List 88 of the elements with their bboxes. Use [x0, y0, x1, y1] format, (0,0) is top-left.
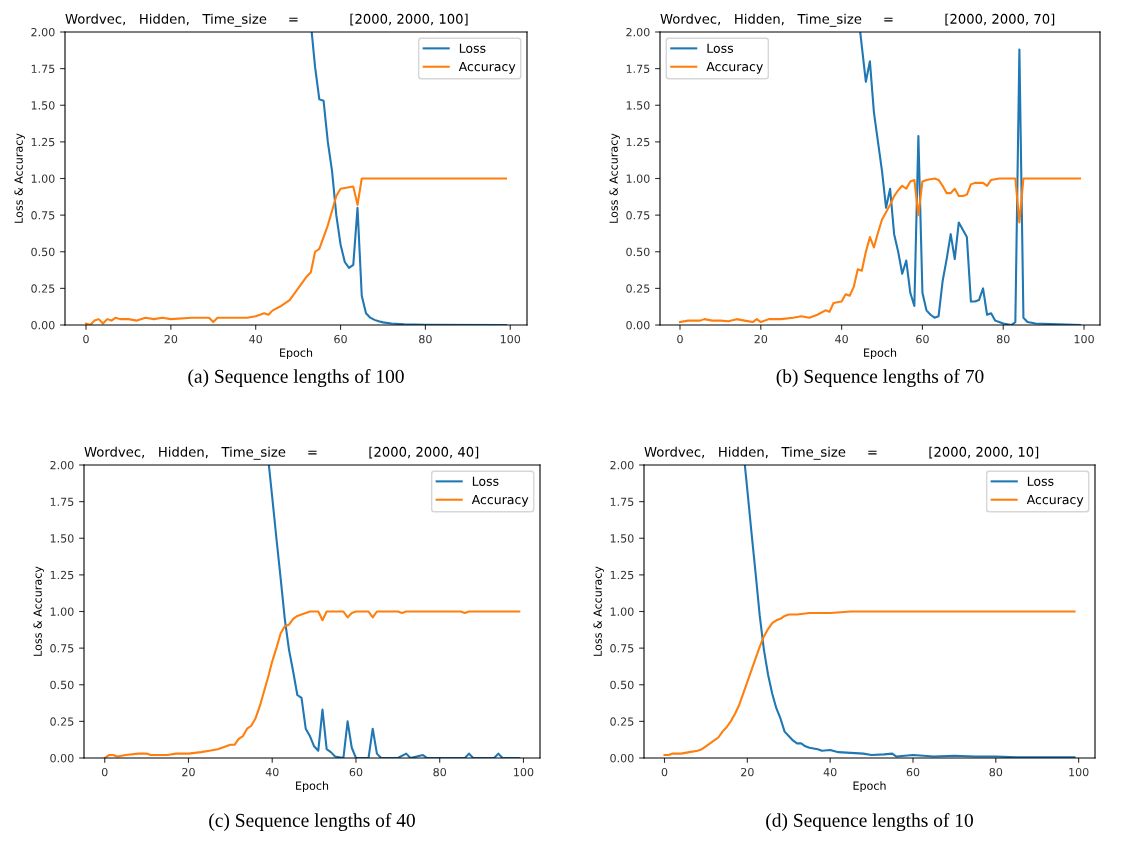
x-tick-label: 20 — [164, 334, 178, 344]
y-tick-label: 1.00 — [50, 607, 74, 616]
legend-label: Loss — [459, 43, 486, 53]
y-tick-label: 1.50 — [626, 101, 650, 110]
legend-label: Loss — [707, 43, 734, 53]
line-series — [663, 610, 1076, 757]
y-tick-label: 0.50 — [31, 247, 55, 257]
x-tick-label: 60 — [349, 767, 363, 777]
y-tick-label: 1.00 — [626, 174, 650, 183]
y-tick-label: 2.00 — [50, 460, 74, 470]
y-tick-label: 1.00 — [610, 607, 634, 616]
y-tick-label: 2.00 — [31, 27, 55, 37]
legend-label: Accuracy — [1026, 494, 1084, 507]
x-tick-label: 20 — [741, 767, 754, 777]
y-tick-label: 0.00 — [50, 753, 74, 763]
x-tick-label: 60 — [906, 767, 920, 777]
x-tick-label: 60 — [334, 334, 347, 344]
x-tick-label: 100 — [1074, 334, 1094, 344]
x-tick-label: 40 — [265, 767, 279, 777]
x-tick-label: 80 — [419, 334, 432, 344]
y-tick-label: 1.75 — [626, 64, 650, 73]
legend-label: Loss — [1027, 476, 1054, 486]
y-tick-label: 0.50 — [50, 680, 74, 690]
legend-label: Accuracy — [471, 494, 529, 507]
x-tick-label: 40 — [823, 767, 837, 777]
y-axis-title: Loss & Accuracy — [14, 133, 25, 223]
y-tick-label: 1.75 — [50, 497, 74, 506]
line-series — [103, 610, 521, 758]
y-tick-label: 0.75 — [610, 644, 634, 653]
y-tick-label: 0.25 — [31, 284, 55, 293]
y-tick-label: 1.50 — [610, 534, 634, 543]
y-tick-label: 0.00 — [31, 320, 55, 330]
y-tick-label: 1.25 — [50, 570, 74, 580]
y-tick-label: 0.00 — [610, 753, 634, 763]
text: (d) Sequence lengths of 10 — [766, 813, 973, 831]
text: (b) Sequence lengths of 70 — [776, 369, 984, 387]
x-tick-label: 100 — [514, 767, 534, 777]
legend-label: Accuracy — [458, 61, 516, 74]
x-axis-title: Epoch — [296, 781, 329, 793]
chart-title: Wordvec, Hidden, Time_size = [2000, 2000, 40] — [84, 446, 479, 460]
y-tick-label: 0.50 — [626, 247, 650, 257]
x-tick-label: 0 — [101, 767, 108, 777]
y-tick-label: 0.75 — [50, 644, 74, 653]
line-series — [84, 177, 508, 325]
x-tick-label: 80 — [989, 767, 1003, 777]
y-tick-label: 0.00 — [626, 320, 650, 330]
x-tick-label: 0 — [83, 334, 89, 344]
x-tick-label: 20 — [754, 334, 768, 344]
x-tick-label: 100 — [500, 334, 521, 344]
x-tick-label: 60 — [916, 334, 929, 344]
y-tick-label: 0.25 — [50, 717, 74, 726]
y-tick-label: 0.25 — [626, 284, 650, 293]
y-tick-label: 1.50 — [31, 101, 55, 110]
y-tick-label: 1.75 — [31, 64, 55, 73]
chart-title: Wordvec, Hidden, Time_size = [2000, 2000, 10] — [644, 446, 1039, 460]
x-tick-label: 80 — [433, 767, 447, 777]
y-tick-label: 0.50 — [610, 680, 634, 690]
y-tick-label: 2.00 — [610, 460, 634, 470]
line-series — [678, 177, 1082, 324]
y-tick-label: 2.00 — [626, 27, 650, 37]
y-axis-title: Loss & Accuracy — [593, 566, 604, 656]
y-tick-label: 1.50 — [50, 534, 74, 543]
y-tick-label: 0.75 — [626, 211, 650, 220]
legend-label: Accuracy — [706, 61, 763, 74]
y-axis-title: Loss & Accuracy — [33, 566, 44, 656]
x-axis-title: Epoch — [864, 348, 897, 360]
x-tick-label: 40 — [249, 334, 263, 344]
x-tick-label: 20 — [182, 767, 195, 777]
x-axis-title: Epoch — [280, 348, 313, 360]
y-tick-label: 1.75 — [610, 497, 634, 506]
y-tick-label: 0.25 — [610, 717, 634, 726]
y-tick-label: 0.75 — [31, 211, 55, 220]
text: (c) Sequence lengths of 40 — [209, 813, 415, 831]
y-tick-label: 1.25 — [626, 137, 650, 147]
x-tick-label: 0 — [661, 767, 668, 777]
x-tick-label: 40 — [835, 334, 848, 344]
x-axis-title: Epoch — [853, 781, 886, 793]
x-tick-label: 80 — [996, 334, 1010, 344]
legend-label: Loss — [472, 476, 499, 486]
y-tick-label: 1.25 — [610, 570, 634, 580]
y-tick-label: 1.00 — [31, 174, 55, 183]
x-tick-label: 100 — [1069, 767, 1089, 777]
chart-title: Wordvec, Hidden, Time_size = [2000, 2000, 70] — [660, 13, 1055, 27]
text: (a) Sequence lengths of 100 — [188, 369, 404, 387]
y-axis-title: Loss & Accuracy — [609, 133, 620, 223]
y-tick-label: 1.25 — [31, 137, 55, 147]
chart-title: Wordvec, Hidden, Time_size = [2000, 2000, 100] — [65, 13, 468, 27]
x-tick-label: 0 — [677, 334, 683, 344]
